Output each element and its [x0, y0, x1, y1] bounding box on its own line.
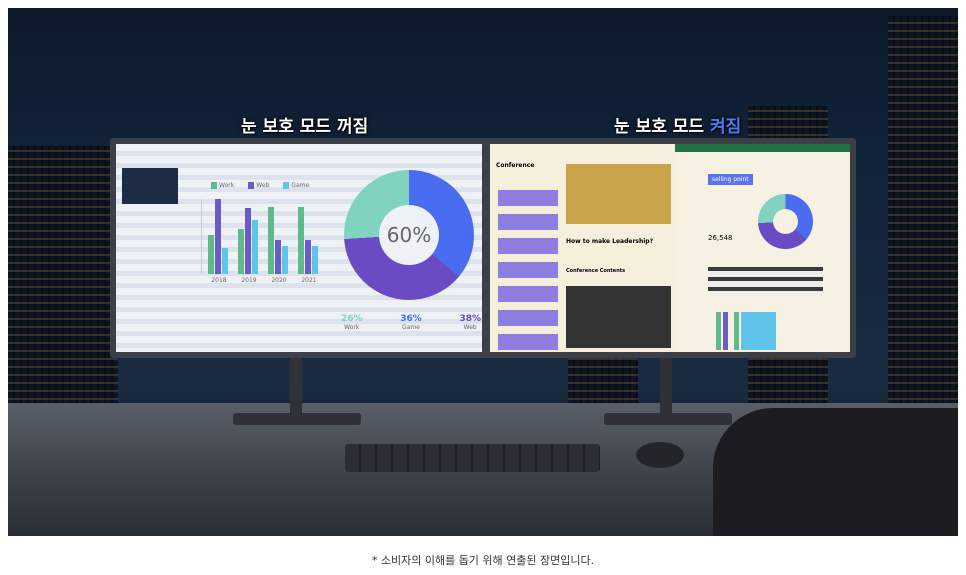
screen-eye-saver-off: Work Web Game 2018 2019 2020 2021 60% 26… — [116, 144, 482, 352]
bar-web — [215, 199, 221, 274]
monitor-left: Work Web Game 2018 2019 2020 2021 60% 26… — [110, 138, 488, 358]
year-label: 2021 — [301, 277, 317, 284]
thumbnail — [122, 168, 178, 204]
building — [8, 146, 118, 406]
bar-game — [222, 247, 228, 274]
video-player — [566, 164, 671, 224]
heading-eye-saver-on: 눈 보호 모드 켜짐 — [614, 117, 742, 137]
legend-work: Work — [211, 182, 234, 189]
donut-chart: 60% — [344, 170, 474, 300]
mouse — [636, 442, 684, 468]
keyboard — [345, 444, 600, 472]
disclaimer-caption: * 소비자의 이해를 돕기 위해 연출된 장면입니다. — [371, 554, 595, 567]
bar-web — [245, 208, 251, 274]
bar-game — [252, 220, 258, 274]
monitor-base — [604, 413, 732, 425]
year-label: 2019 — [241, 277, 257, 284]
bar-work — [238, 229, 244, 274]
chair — [713, 408, 958, 536]
legend-game: Game — [283, 182, 309, 189]
stat-game: 36% Game — [400, 314, 422, 331]
spreadsheet-titlebar — [675, 144, 850, 152]
sheet-bar-chart — [716, 312, 776, 350]
video-grid — [566, 286, 671, 348]
section-title: Conference Contents — [566, 268, 626, 274]
sheet-number: 26,548 — [708, 234, 733, 242]
stat-work: 26% Work — [341, 314, 363, 331]
year-label: 2020 — [271, 277, 287, 284]
sheet-donut — [758, 194, 813, 249]
donut-center-value: 60% — [379, 205, 439, 265]
heading-eye-saver-off: 눈 보호 모드 꺼짐 — [241, 117, 369, 137]
stats: 26% Work 36% Game 38% Web — [341, 314, 481, 331]
article-title: How to make Leadership? — [566, 238, 654, 245]
monitor-right: Conference How to make Leadership? Confe… — [484, 138, 856, 358]
monitor-stand — [660, 358, 672, 418]
x-axis: 2018 2019 2020 2021 — [204, 277, 324, 284]
screen-eye-saver-on: Conference How to make Leadership? Confe… — [490, 144, 850, 352]
monitor-stand — [290, 358, 302, 418]
bar-work — [298, 206, 304, 274]
legend-web: Web — [248, 182, 269, 189]
bar-game — [282, 245, 288, 274]
browser-window: Conference How to make Leadership? Confe… — [490, 144, 675, 352]
bar-chart — [201, 199, 321, 274]
stat-web: 38% Web — [459, 314, 481, 331]
sheet-table — [708, 267, 823, 295]
conference-list — [498, 190, 558, 350]
monitor-base — [233, 413, 361, 425]
sidebar-title: Conference — [496, 162, 535, 169]
bar-work — [268, 206, 274, 274]
scene: 눈 보호 모드 꺼짐 눈 보호 모드 켜짐 Work Web Game 2018… — [8, 8, 958, 536]
chart-legend: Work Web Game — [211, 182, 309, 189]
year-label: 2018 — [211, 277, 227, 284]
bar-work — [208, 235, 214, 274]
building — [888, 16, 958, 406]
bar-web — [305, 240, 311, 274]
sheet-title: selling point — [708, 174, 753, 185]
bar-game — [312, 245, 318, 274]
bar-web — [275, 240, 281, 274]
